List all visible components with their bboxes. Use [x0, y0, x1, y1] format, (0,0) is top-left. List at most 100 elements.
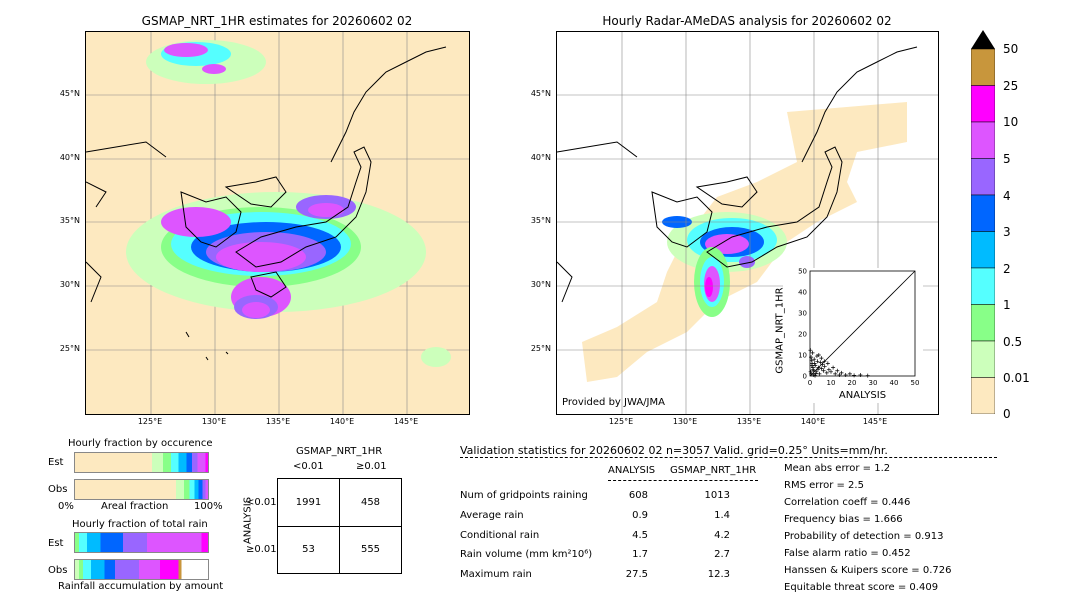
contingency-cell-b: 458: [360, 497, 381, 508]
scatter-xtick: 20: [848, 379, 857, 387]
scatter-point: [837, 372, 842, 377]
right-lat-40: 40°N: [530, 153, 551, 162]
left-lat-35: 35°N: [59, 216, 80, 225]
cbar-label-4: 4: [1003, 189, 1011, 203]
scatter-xlabel: ANALYSIS: [838, 390, 887, 401]
scatter-point: [824, 370, 829, 375]
scatter-point: [810, 350, 815, 355]
scatter-point: [865, 373, 870, 378]
score-rmse: RMS error = 2.5: [784, 480, 864, 491]
cbar-label-1: 1: [1003, 298, 1011, 312]
scatter-ytick: 40: [798, 289, 807, 297]
colorbar-swatch: [970, 48, 996, 86]
contingency-title: GSMAP_NRT_1HR: [296, 446, 383, 457]
occurrence-row-est: Est: [48, 457, 64, 468]
contingency-cell-a: 1991: [295, 497, 322, 508]
scatter-ylabel: GSMAP_NRT_1HR: [774, 287, 786, 374]
scatter-point: [809, 355, 814, 360]
validation-row-gsmap: 12.3: [707, 569, 730, 580]
scatter-point: [809, 358, 814, 363]
scatter-xtick: 10: [827, 379, 836, 387]
contingency-col-ge: ≥0.01: [356, 461, 387, 472]
left-lon-130: 130°E: [201, 417, 227, 426]
scatter-point: [822, 364, 827, 369]
validation-row-analysis: 0.9: [632, 510, 648, 521]
colorbar-swatch: [970, 231, 996, 269]
scatter-point: [813, 371, 818, 376]
occurrence-title: Hourly fraction by occurence: [68, 438, 213, 449]
occurrence-axis-left: 0%: [58, 501, 74, 512]
validation-col-analysis: ANALYSIS: [608, 465, 656, 476]
colorbar-swatch: [970, 194, 996, 232]
validation-row-label: Conditional rain: [460, 530, 540, 541]
scatter-ytick: 10: [798, 352, 807, 360]
scatter-point: [811, 368, 816, 373]
colorbar-swatch: [970, 377, 996, 415]
scatter-point: [812, 361, 817, 366]
score-far: False alarm ratio = 0.452: [784, 548, 911, 559]
scatter-point: [815, 359, 820, 364]
left-lon-145: 145°E: [393, 417, 419, 426]
validation-row-analysis: 27.5: [625, 569, 648, 580]
cbar-label-2: 2: [1003, 262, 1011, 276]
scatter-point: [831, 365, 836, 370]
colorbar-swatch: [970, 340, 996, 378]
scatter-xtick: 40: [890, 379, 899, 387]
cbar-label-10: 10: [1003, 115, 1019, 129]
score-pod: Probability of detection = 0.913: [784, 531, 944, 542]
contingency-row-ge: ≥0.01: [246, 544, 277, 555]
right-lat-35: 35°N: [530, 216, 551, 225]
left-lat-40: 40°N: [59, 153, 80, 162]
total-rain-bar-est: [74, 532, 209, 553]
right-lon-135: 135°E: [736, 417, 762, 426]
scatter-point: [839, 370, 844, 375]
occurrence-bar-est: [74, 452, 209, 473]
score-ets: Equitable threat score = 0.409: [784, 582, 939, 593]
scatter-point: [847, 371, 852, 376]
right-lon-130: 130°E: [672, 417, 698, 426]
scatter-ytick: 30: [798, 310, 807, 318]
validation-row-gsmap: 1.4: [714, 510, 730, 521]
cbar-label-3: 3: [1003, 225, 1011, 239]
score-freq-bias: Frequency bias = 1.666: [784, 514, 903, 525]
validation-row-label: Maximum rain: [460, 569, 532, 580]
left-map: [85, 31, 470, 415]
scatter-point: [813, 363, 818, 368]
credit-label: Provided by JWA/JMA: [562, 397, 665, 408]
scatter-point: [821, 368, 826, 373]
validation-row-label: Num of gridpoints raining: [460, 490, 588, 501]
scatter-point: [815, 367, 820, 372]
validation-row-gsmap: 4.2: [714, 530, 730, 541]
cbar-label-0-01: 0.01: [1003, 371, 1030, 385]
scatter-point: [816, 353, 821, 357]
scatter-xtick: 50: [911, 379, 920, 387]
colorbar-swatch: [970, 85, 996, 123]
validation-col-divider: [608, 480, 758, 481]
right-lat-30: 30°N: [530, 280, 551, 289]
right-lat-45: 45°N: [530, 89, 551, 98]
scatter-point: [810, 365, 815, 370]
cbar-label-0-5: 0.5: [1003, 335, 1023, 349]
cbar-label-0: 0: [1003, 407, 1011, 421]
scatter-point: [809, 371, 814, 376]
scatter-point: [852, 373, 857, 378]
right-map-drawing: [557, 32, 938, 414]
validation-row-label: Rain volume (mm km²10⁶): [460, 549, 593, 560]
occurrence-axis-mid: Areal fraction: [101, 501, 169, 512]
cbar-label-5: 5: [1003, 152, 1011, 166]
left-lon-135: 135°E: [265, 417, 291, 426]
colorbar-swatch: [970, 267, 996, 305]
validation-divider: [460, 457, 997, 458]
right-map-title: Hourly Radar-AMeDAS analysis for 2026060…: [602, 14, 892, 28]
contingency-cell-c: 53: [302, 544, 315, 555]
scatter-point: [813, 373, 818, 378]
contingency-col-lt: <0.01: [293, 461, 324, 472]
scatter-xtick: 30: [869, 379, 878, 387]
scatter-ytick: 20: [798, 331, 807, 339]
total-rain-footer: Rainfall accumulation by amount: [58, 581, 224, 592]
scatter-point: [833, 371, 838, 376]
left-lon-140: 140°E: [329, 417, 355, 426]
validation-row-analysis: 4.5: [632, 530, 648, 541]
scatter-point: [819, 356, 824, 361]
scatter-xtick: 0: [808, 379, 812, 387]
